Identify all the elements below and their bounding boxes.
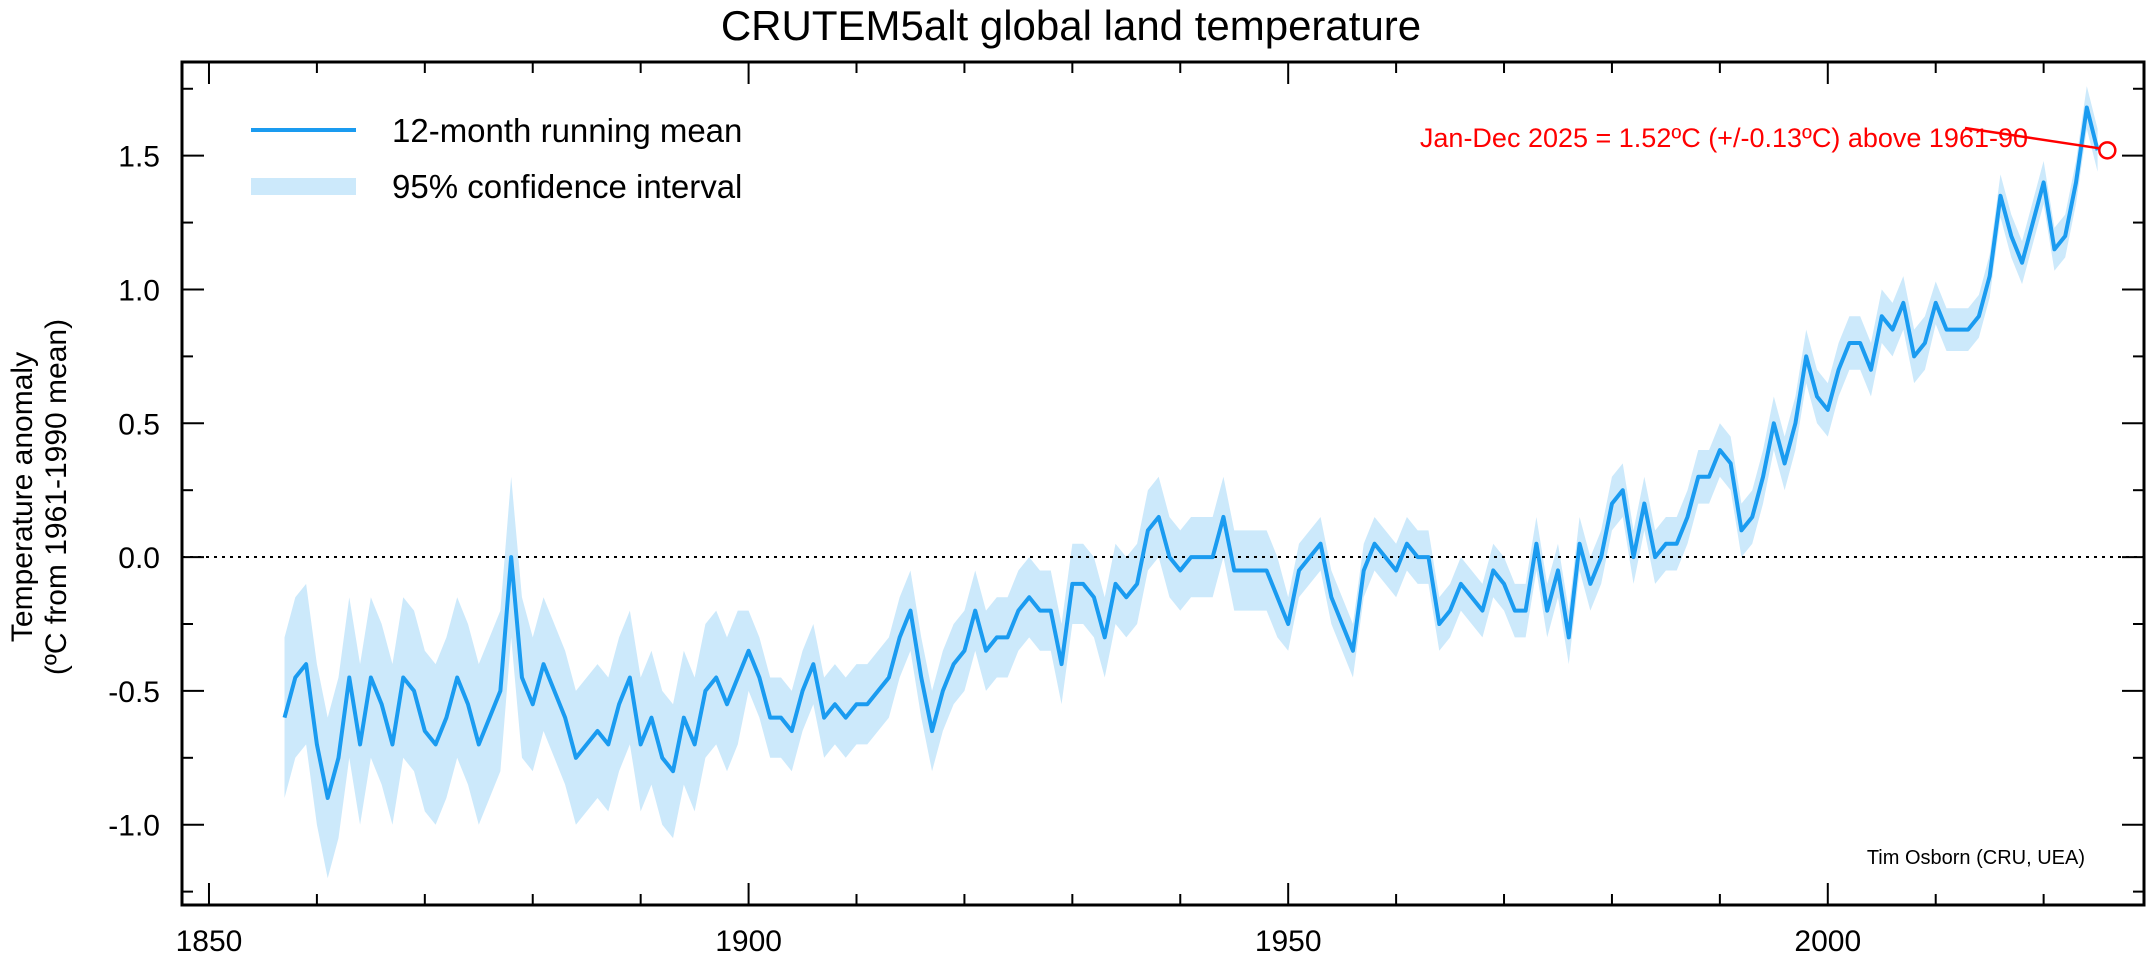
chart-title: CRUTEM5alt global land temperature — [721, 2, 1421, 49]
x-tick-labels: 1850 1900 1950 2000 — [176, 925, 1862, 958]
annotation-marker — [2099, 142, 2115, 158]
legend: 12-month running mean 95% confidence int… — [251, 112, 742, 205]
y-tick-label: -0.5 — [108, 676, 160, 709]
legend-band-swatch — [251, 178, 356, 195]
y-tick-label: 0.5 — [118, 408, 160, 441]
y-axis-label-line2: (ºC from 1961-1990 mean) — [40, 319, 73, 675]
y-tick-label: 1.5 — [118, 141, 160, 174]
x-tick-label: 1950 — [1255, 925, 1322, 958]
x-tick-label: 1900 — [715, 925, 782, 958]
annotation-text: Jan-Dec 2025 = 1.52ºC (+/-0.13ºC) above … — [1420, 123, 2028, 153]
running-mean-line — [285, 107, 2098, 797]
y-axis-label-line1: Temperature anomaly — [6, 352, 39, 642]
y-tick-label: 0.0 — [118, 542, 160, 575]
legend-label-ci: 95% confidence interval — [392, 168, 742, 205]
legend-label-mean: 12-month running mean — [392, 112, 742, 149]
credit-text: Tim Osborn (CRU, UEA) — [1867, 847, 2085, 869]
x-tick-label: 2000 — [1794, 925, 1861, 958]
y-tick-labels: -1.0 -0.5 0.0 0.5 1.0 1.5 — [108, 141, 160, 843]
running-mean-series — [284, 107, 2097, 798]
y-tick-label: 1.0 — [118, 274, 160, 307]
y-tick-label: -1.0 — [108, 810, 160, 843]
x-tick-label: 1850 — [176, 925, 243, 958]
